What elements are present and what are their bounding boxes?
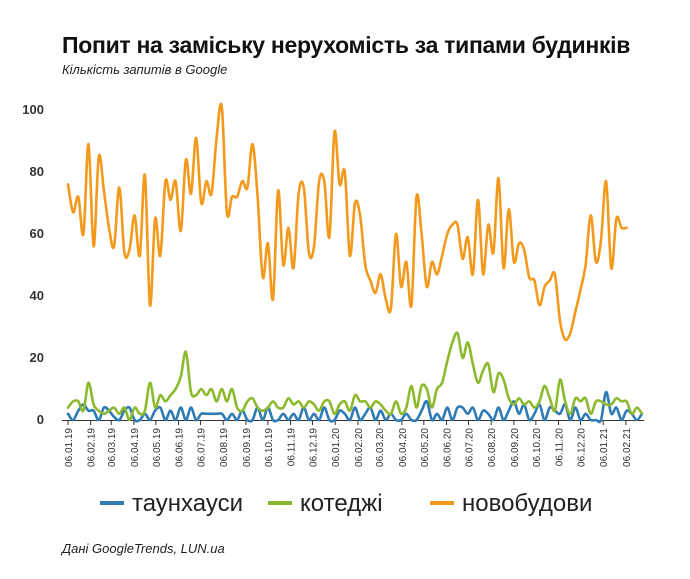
x-tick-label: 06.02.19 <box>87 428 98 467</box>
y-tick-label: 20 <box>30 350 44 365</box>
x-tick-label: 06.06.20 <box>443 428 454 467</box>
legend-label: котеджі <box>300 490 383 517</box>
x-tick-label: 06.11.19 <box>287 428 298 467</box>
x-axis-ticks: 06.01.19 06.02.19 06.03.19 06.04.19 06.05.19… <box>64 420 633 467</box>
legend: таунхауси котеджі новобудови <box>100 490 592 517</box>
x-tick-label: 06.05.20 <box>420 428 431 467</box>
x-tick-label: 06.01.19 <box>64 428 75 467</box>
x-tick-label: 06.05.19 <box>152 428 163 467</box>
series-lines <box>66 102 644 424</box>
chart-subtitle: Кількість запитів в Google <box>62 62 228 77</box>
x-tick-label: 06.12.19 <box>309 428 320 467</box>
x-tick-label: 06.02.21 <box>622 428 633 467</box>
x-tick-label: 06.04.20 <box>398 428 409 467</box>
x-tick-label: 06.12.20 <box>577 428 588 467</box>
y-axis-ticks: 0 20 40 60 80 100 <box>22 102 44 427</box>
x-tick-label: 06.09.19 <box>242 428 253 467</box>
data-source: Дані GoogleTrends, LUN.ua <box>62 541 225 556</box>
y-tick-label: 0 <box>37 412 44 427</box>
x-tick-label: 06.03.20 <box>375 428 386 467</box>
x-tick-label: 06.08.20 <box>487 428 498 467</box>
series-line-1 <box>66 390 644 424</box>
series-line-2 <box>66 331 644 422</box>
x-tick-label: 06.10.20 <box>532 428 543 467</box>
x-tick-label: 06.04.19 <box>130 428 141 467</box>
x-tick-label: 06.01.21 <box>599 428 610 467</box>
x-tick-label: 06.11.20 <box>555 428 566 467</box>
x-tick-label: 06.07.19 <box>197 428 208 467</box>
x-tick-label: 06.03.19 <box>107 428 118 467</box>
x-tick-label: 06.08.19 <box>219 428 230 467</box>
x-tick-label: 06.01.20 <box>331 428 342 467</box>
y-tick-label: 100 <box>22 102 44 117</box>
y-tick-label: 40 <box>30 288 44 303</box>
y-tick-label: 80 <box>30 164 44 179</box>
x-tick-label: 06.09.20 <box>510 428 521 467</box>
x-tick-label: 06.06.19 <box>175 428 186 467</box>
x-tick-label: 06.02.20 <box>354 428 365 467</box>
x-tick-label: 06.10.19 <box>264 428 275 467</box>
series-line-3 <box>66 102 628 342</box>
legend-label: новобудови <box>462 490 592 517</box>
legend-label: таунхауси <box>132 490 243 517</box>
x-tick-label: 06.07.20 <box>464 428 475 467</box>
chart-title: Попит на заміську нерухомість за типами … <box>62 32 631 58</box>
y-tick-label: 60 <box>30 226 44 241</box>
